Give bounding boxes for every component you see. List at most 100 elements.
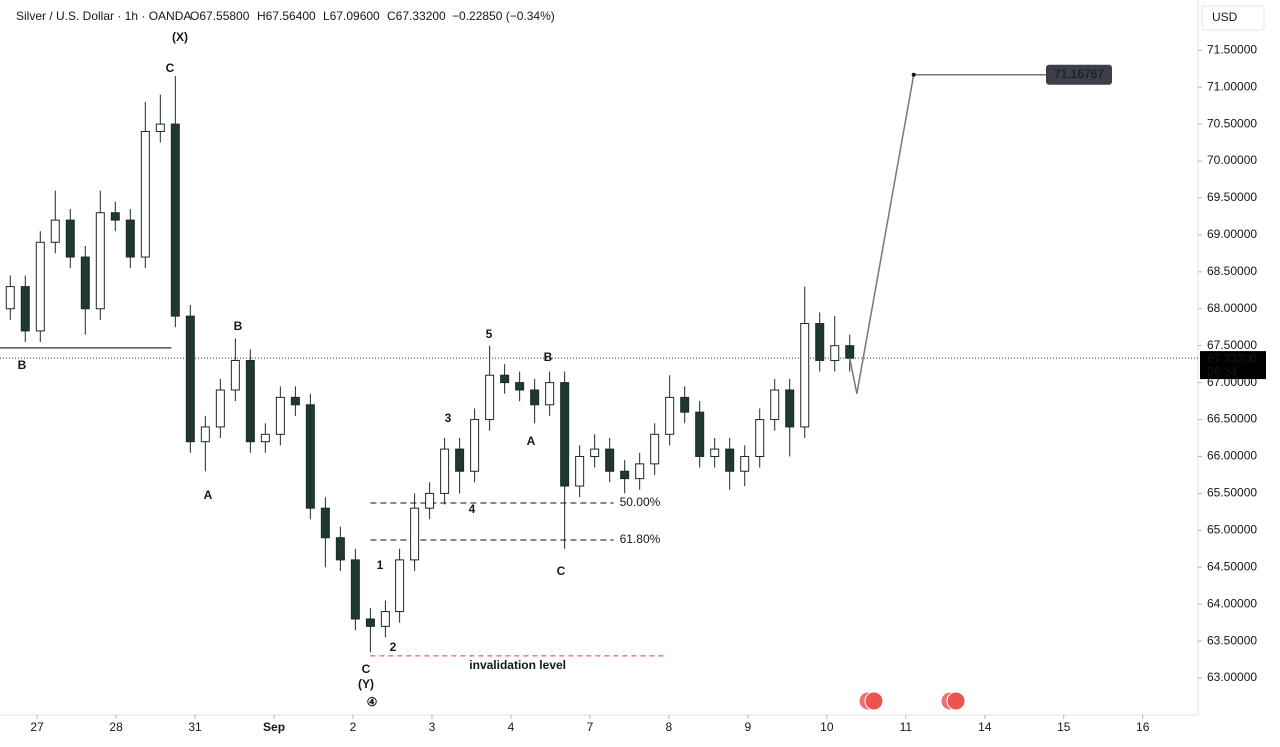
x-tick-label: 10 (820, 720, 834, 734)
candle-body (830, 345, 840, 361)
y-tick-label: 63.00000 (1207, 670, 1257, 684)
wave-label: B (544, 350, 553, 364)
candle-body (605, 448, 615, 472)
y-tick-label: 64.00000 (1207, 596, 1257, 610)
x-tick-label: 2 (350, 720, 357, 734)
target-point (911, 72, 916, 77)
candle-body (110, 212, 120, 221)
candle-body (845, 345, 855, 359)
x-tick-label: 14 (978, 720, 992, 734)
y-tick-label: 65.00000 (1207, 523, 1257, 537)
fib-label: 50.00% (620, 495, 661, 509)
x-tick-label: 9 (745, 720, 752, 734)
target-label: 71.16767 (1054, 67, 1104, 81)
event-icon[interactable] (946, 691, 966, 711)
y-tick-label: 63.50000 (1207, 633, 1257, 647)
candle-body (785, 389, 795, 428)
fib-label: 61.80% (620, 532, 661, 546)
candle-body (770, 389, 780, 421)
y-tick-label: 70.00000 (1207, 153, 1257, 167)
change: −0.22850 (−0.34%) (452, 9, 555, 23)
candle-body (20, 286, 30, 332)
x-tick-label: 4 (508, 720, 515, 734)
wave-label: (X) (172, 30, 188, 44)
y-tick-label: 64.50000 (1207, 559, 1257, 573)
y-tick-label: 67.50000 (1207, 338, 1257, 352)
invalidation-label: invalidation level (469, 658, 566, 672)
candle-body (665, 396, 675, 435)
candle-body (185, 315, 195, 443)
wave-label: 2 (390, 640, 397, 654)
wave-label: A (204, 488, 213, 502)
candle-body (290, 396, 300, 406)
y-tick-label: 71.00000 (1207, 79, 1257, 93)
y-tick-label: 68.50000 (1207, 264, 1257, 278)
wave-label: (Y) (358, 677, 374, 691)
wave-label: B (18, 358, 27, 372)
candle-body (755, 419, 765, 457)
y-tick-label: 71.50000 (1207, 42, 1257, 56)
candle-body (215, 389, 225, 428)
symbol: Silver / U.S. Dollar · 1h · OANDA (16, 9, 191, 23)
candle-body (275, 396, 285, 435)
candle-body (65, 219, 75, 258)
candle-body (200, 426, 210, 443)
event-icon[interactable] (864, 691, 884, 711)
target-tag (1046, 64, 1112, 85)
y-tick-label: 70.50000 (1207, 116, 1257, 130)
x-tick-label: 8 (666, 720, 673, 734)
wave-label: 3 (445, 411, 452, 425)
candle-body (695, 411, 705, 457)
candle-body (260, 433, 270, 443)
x-tick-label: 7 (587, 720, 594, 734)
x-tick-label: 16 (1136, 720, 1150, 734)
candle-body (800, 323, 810, 428)
event-icons (858, 691, 966, 711)
x-tick-label: Sep (263, 720, 285, 734)
ohlc-close: C67.33200 (387, 9, 446, 23)
candle-body (470, 419, 480, 472)
x-tick-label: 28 (109, 720, 123, 734)
x-tick-label: 27 (30, 720, 44, 734)
wave-label: ④ (367, 695, 378, 709)
candle-body (440, 448, 450, 494)
candle-body (620, 470, 630, 480)
candle-body (395, 559, 405, 613)
candle-body (740, 455, 750, 472)
candle-body (365, 618, 375, 627)
candle-body (380, 611, 390, 627)
candle-body (245, 359, 255, 443)
y-tick-label: 66.50000 (1207, 412, 1257, 426)
x-tick-label: 15 (1057, 720, 1071, 734)
candle-body (35, 241, 45, 332)
ohlc-open: O67.55800 (190, 9, 250, 23)
candle-body (815, 323, 825, 361)
currency-button[interactable] (1201, 5, 1265, 31)
y-tick-label: 65.50000 (1207, 486, 1257, 500)
candle-body (710, 448, 720, 457)
candle-body (650, 433, 660, 465)
candle-body (305, 404, 315, 509)
price-tag-timer: 06:34 (1207, 364, 1237, 378)
candle-body (230, 359, 240, 391)
candle-body (80, 256, 90, 310)
y-tick-label: 69.50000 (1207, 190, 1257, 204)
candle-body (545, 382, 555, 406)
header: Silver / U.S. Dollar · 1h · OANDA O67.55… (16, 9, 555, 23)
candle-body (590, 448, 600, 457)
price-tag (1200, 351, 1266, 380)
candle-body (320, 507, 330, 539)
x-tick-label: 3 (429, 720, 436, 734)
candle-body (335, 537, 345, 561)
wave-label: C (362, 662, 371, 676)
currency: USD (1212, 10, 1238, 24)
wave-label: C (166, 61, 175, 75)
candle-body (155, 123, 165, 132)
wave-label: 5 (486, 327, 493, 341)
candle-body (515, 382, 525, 391)
wave-label: B (234, 319, 243, 333)
candle-body (350, 559, 360, 620)
wave-label: A (527, 434, 536, 448)
x-tick-label: 31 (188, 720, 202, 734)
